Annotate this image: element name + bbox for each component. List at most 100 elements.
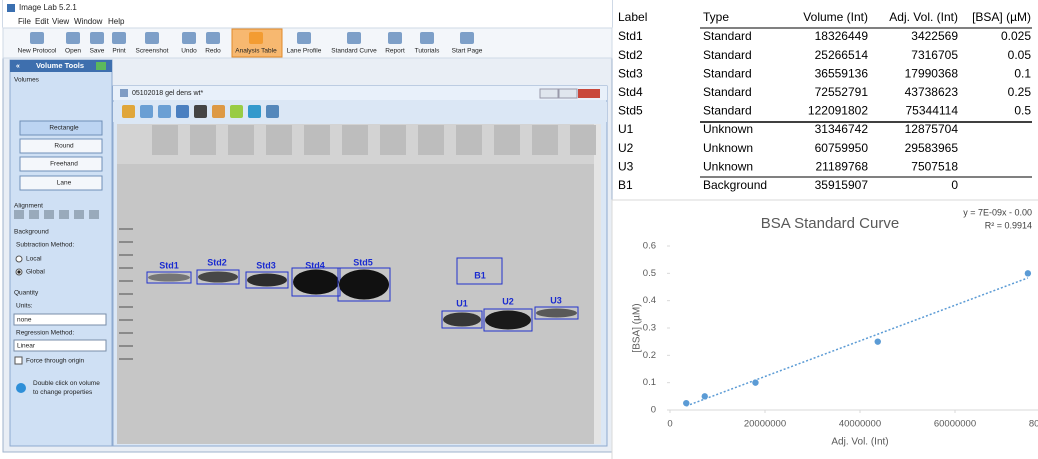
gel-band [443, 313, 481, 327]
tool-icon[interactable] [30, 32, 44, 44]
y-tick-label: 0.4 [643, 295, 656, 306]
field-label: Subtraction Method: [16, 242, 74, 249]
image-tool[interactable] [212, 105, 225, 118]
gel-band [247, 274, 287, 287]
toolbar-button: Redo [205, 48, 221, 55]
tool-icon[interactable] [460, 32, 474, 44]
image-tool[interactable] [176, 105, 189, 118]
data-point [702, 393, 708, 399]
menu-item: Window [74, 17, 103, 26]
minimize-button[interactable] [540, 89, 558, 98]
volume-label: Std3 [256, 260, 276, 270]
gel-well [418, 125, 444, 155]
ladder-band [119, 293, 133, 295]
radio-label: Local [26, 256, 42, 263]
align-button[interactable] [74, 210, 84, 219]
x-tick-label: 40000000 [839, 419, 881, 430]
image-tool[interactable] [158, 105, 171, 118]
volume-label: Std4 [305, 260, 325, 270]
menu-item: Help [108, 17, 125, 26]
tool-icon[interactable] [420, 32, 434, 44]
x-axis-title: Adj. Vol. (Int) [831, 437, 888, 448]
volume-label: B1 [474, 270, 486, 280]
toolbar-button: New Protocol [18, 48, 57, 55]
toolbar-button: Print [112, 48, 126, 55]
align-button[interactable] [59, 210, 69, 219]
gel-well [266, 125, 292, 155]
volume-label: U2 [502, 296, 514, 306]
field-label: Regression Method: [16, 330, 74, 337]
tool-icon[interactable] [347, 32, 361, 44]
tool-icon[interactable] [388, 32, 402, 44]
tool-icon[interactable] [297, 32, 311, 44]
ladder-band [119, 332, 133, 334]
panel-title: Volume Tools [36, 61, 84, 70]
menu-item: File [18, 17, 31, 26]
table-cell: Standard [703, 85, 752, 99]
table-cell: 7507518 [911, 159, 958, 173]
ladder-band [119, 306, 133, 308]
tool-icon[interactable] [182, 32, 196, 44]
table-header: Label [618, 10, 647, 24]
tool-icon[interactable] [66, 32, 80, 44]
volume-label: Std1 [159, 260, 179, 270]
tool-button-label: Round [54, 143, 74, 150]
table-cell: 0.025 [1001, 29, 1031, 43]
x-tick-label: 0 [667, 419, 672, 430]
toolbar-button: Lane Profile [287, 48, 322, 55]
image-tool[interactable] [140, 105, 153, 118]
document-title: 05102018 gel dens wt* [132, 90, 203, 97]
table-cell: 3422569 [911, 29, 958, 43]
table-cell: Unknown [703, 122, 753, 136]
table-cell: 0.25 [1008, 85, 1032, 99]
title-bar [3, 0, 612, 16]
panel-button[interactable] [96, 62, 106, 70]
image-tool[interactable] [248, 105, 261, 118]
toolbar-button: Analysis Table [235, 48, 277, 55]
x-tick-label: 80000000 [1029, 419, 1038, 430]
tool-icon[interactable] [112, 32, 126, 44]
ladder-band [119, 228, 133, 230]
table-cell: B1 [618, 178, 633, 192]
tool-icon[interactable] [206, 32, 220, 44]
table-cell: Standard [703, 48, 752, 62]
align-button[interactable] [14, 210, 24, 219]
image-tool[interactable] [194, 105, 207, 118]
table-cell: U2 [618, 141, 634, 155]
align-button[interactable] [44, 210, 54, 219]
close-button[interactable] [578, 89, 600, 98]
toolbar-button: Screenshot [136, 48, 169, 55]
y-tick-label: 0.5 [643, 268, 656, 279]
tool-icon[interactable] [249, 32, 263, 44]
toolbar-button: Report [385, 48, 405, 55]
dropdown-value: Linear [17, 343, 36, 350]
align-button[interactable] [89, 210, 99, 219]
radio-button[interactable] [16, 256, 22, 262]
gel-well [228, 125, 254, 155]
gel-band [339, 270, 389, 300]
tool-button-label: Rectangle [49, 125, 79, 132]
maximize-button[interactable] [559, 89, 577, 98]
gel-well [456, 125, 482, 155]
checkbox[interactable] [15, 357, 22, 364]
image-tool[interactable] [266, 105, 279, 118]
image-tool[interactable] [230, 105, 243, 118]
table-cell: 17990368 [905, 66, 959, 80]
field-label: Units: [16, 303, 33, 310]
table-cell: 35915907 [815, 178, 869, 192]
table-header: Type [703, 10, 729, 24]
table-cell: Std2 [618, 48, 643, 62]
table-cell: 12875704 [905, 122, 959, 136]
panel-chevron: « [16, 63, 20, 70]
scrollbar[interactable] [594, 124, 601, 444]
table-cell: 29583965 [905, 141, 959, 155]
y-tick-label: 0.1 [643, 377, 656, 388]
toolbar-button: Start Page [452, 48, 483, 55]
tool-icon[interactable] [90, 32, 104, 44]
table-cell: 21189768 [816, 159, 869, 173]
image-tool[interactable] [122, 105, 135, 118]
align-button[interactable] [29, 210, 39, 219]
tool-icon[interactable] [145, 32, 159, 44]
x-tick-label: 60000000 [934, 419, 976, 430]
toolbar-button: Open [65, 48, 81, 55]
